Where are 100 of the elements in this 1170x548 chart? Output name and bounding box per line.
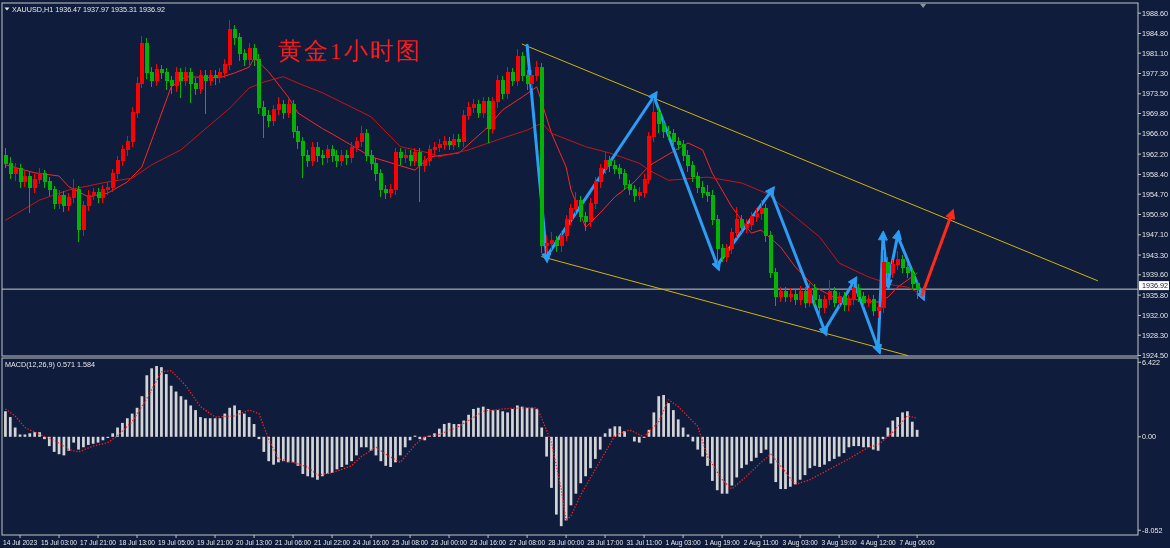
bar bbox=[876, 436, 880, 451]
bar bbox=[389, 436, 392, 467]
candlestick bbox=[198, 69, 203, 94]
bar bbox=[481, 406, 485, 437]
bar bbox=[247, 417, 251, 437]
candlestick bbox=[96, 187, 101, 203]
bar bbox=[28, 433, 32, 437]
bar bbox=[857, 436, 860, 447]
candlestick bbox=[871, 294, 876, 316]
bar bbox=[77, 436, 80, 450]
bar bbox=[910, 421, 914, 437]
candlestick bbox=[203, 69, 208, 114]
bar bbox=[501, 411, 505, 437]
bar bbox=[23, 434, 27, 437]
bar bbox=[598, 436, 602, 450]
candlestick bbox=[13, 162, 18, 181]
candlestick bbox=[866, 294, 871, 307]
point bbox=[818, 325, 829, 337]
bar bbox=[559, 436, 563, 527]
candlestick bbox=[408, 149, 413, 166]
bar bbox=[745, 436, 748, 465]
bar bbox=[906, 411, 909, 437]
bar bbox=[72, 436, 76, 443]
candlestick bbox=[885, 256, 890, 278]
bar bbox=[13, 427, 17, 437]
candlestick bbox=[486, 96, 491, 143]
bar bbox=[618, 426, 622, 437]
candlestick bbox=[286, 98, 291, 118]
bar bbox=[672, 410, 675, 437]
bar bbox=[262, 436, 266, 452]
bar bbox=[706, 436, 709, 466]
bar bbox=[82, 436, 85, 448]
candlestick bbox=[807, 282, 812, 307]
bar bbox=[145, 375, 149, 437]
candlestick bbox=[505, 66, 510, 99]
bar bbox=[130, 413, 134, 437]
bar bbox=[33, 432, 37, 437]
bar bbox=[306, 436, 310, 477]
candlestick bbox=[310, 141, 315, 166]
bar bbox=[164, 374, 168, 437]
bar bbox=[535, 408, 539, 437]
candlestick bbox=[778, 286, 783, 302]
bar bbox=[735, 436, 739, 478]
bar bbox=[871, 436, 875, 450]
bar bbox=[520, 406, 524, 437]
bar bbox=[301, 436, 305, 474]
bar bbox=[511, 408, 514, 437]
bar bbox=[320, 436, 324, 477]
bar bbox=[189, 405, 193, 437]
bar bbox=[457, 424, 461, 437]
bar bbox=[316, 436, 319, 480]
candlestick bbox=[61, 190, 66, 212]
bar bbox=[823, 436, 826, 465]
bar bbox=[150, 368, 154, 437]
bar bbox=[86, 436, 90, 445]
bar bbox=[740, 436, 743, 469]
bar bbox=[686, 434, 690, 437]
candlestick bbox=[325, 144, 330, 163]
point bbox=[872, 343, 882, 355]
bar bbox=[584, 436, 587, 477]
bar bbox=[832, 436, 836, 459]
bar bbox=[662, 395, 665, 437]
bar bbox=[286, 436, 290, 463]
candlestick bbox=[739, 214, 744, 233]
candlestick bbox=[832, 286, 837, 307]
candlestick bbox=[208, 69, 213, 86]
bar bbox=[125, 418, 129, 437]
bar bbox=[121, 422, 124, 437]
bar bbox=[47, 436, 51, 447]
point bbox=[647, 90, 658, 102]
bar bbox=[340, 436, 344, 467]
bar bbox=[506, 412, 509, 437]
bar bbox=[613, 426, 617, 437]
bar bbox=[779, 436, 782, 490]
candlestick bbox=[344, 149, 349, 165]
candlestick bbox=[247, 42, 252, 65]
bar bbox=[359, 436, 363, 448]
candlestick bbox=[798, 285, 803, 305]
candlestick bbox=[398, 147, 403, 165]
candlestick bbox=[281, 99, 286, 119]
bar bbox=[589, 436, 592, 469]
candlestick bbox=[783, 286, 788, 302]
bar bbox=[901, 412, 904, 437]
bar bbox=[793, 436, 797, 485]
candlestick bbox=[554, 235, 559, 252]
bar bbox=[784, 436, 787, 490]
bar bbox=[696, 436, 700, 450]
bar bbox=[637, 436, 641, 443]
candlestick bbox=[515, 48, 520, 86]
point bbox=[892, 229, 902, 241]
bar bbox=[750, 436, 753, 462]
candlestick bbox=[57, 189, 62, 209]
bar bbox=[891, 420, 895, 437]
bar bbox=[199, 417, 202, 437]
candlestick bbox=[793, 288, 798, 305]
bar bbox=[496, 410, 500, 437]
bar bbox=[418, 436, 422, 440]
bar bbox=[18, 434, 22, 437]
candlestick bbox=[842, 291, 847, 311]
bar bbox=[277, 436, 280, 463]
